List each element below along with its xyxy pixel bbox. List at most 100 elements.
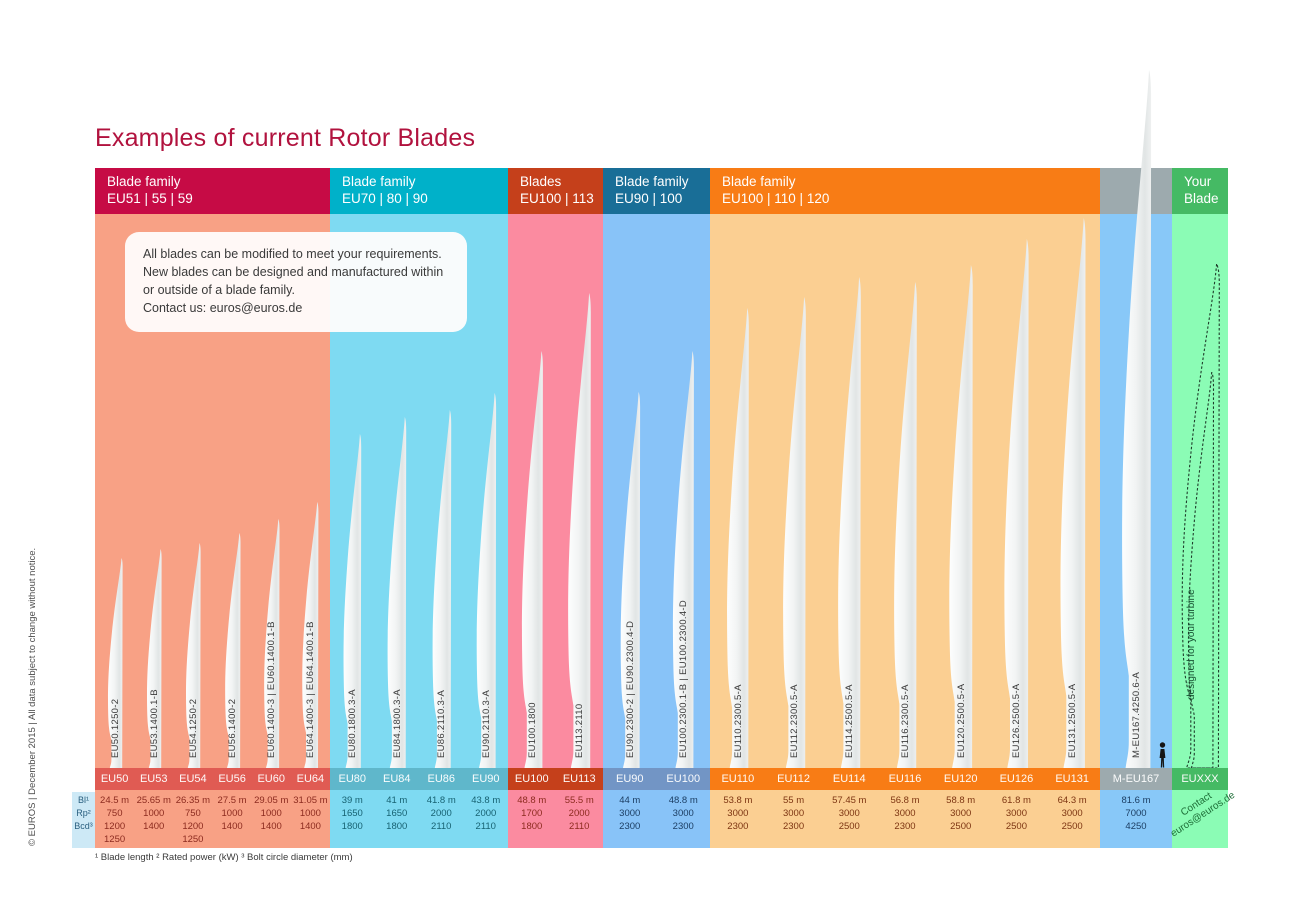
rotor-blade-shape — [727, 308, 749, 768]
section-header: Blades EU100 | 113 — [508, 168, 603, 214]
blade-name-cell: EU84 — [382, 773, 411, 785]
blade-spec-cell: 41.8 m 2000 2110 — [426, 795, 456, 832]
rotor-blade — [618, 392, 642, 773]
blade-model-label: EU90.2110.3-A — [481, 689, 492, 758]
blade-name-cell: EU64 — [296, 773, 325, 785]
rotor-blade — [145, 549, 163, 773]
blade-name-cell: EU100 — [514, 773, 549, 785]
rotor-blade — [106, 558, 124, 773]
row-label-rated-power: Rp² — [76, 808, 91, 818]
blade-name-cell: EU100 — [666, 773, 701, 785]
rotor-blade-shape — [476, 393, 497, 768]
section-header-line1: Blade family — [342, 174, 416, 189]
contact-email-text: Contact us: euros@euros.de — [143, 301, 303, 315]
blade-name-cell: EU90 — [471, 773, 500, 785]
blade-spec-cell: 25.65 m 1000 1400 — [136, 795, 171, 832]
rotor-blade — [724, 308, 751, 773]
blade-spec-cell: 53.8 m 3000 2300 — [723, 795, 753, 832]
rotor-blade — [519, 351, 545, 773]
blade-name-cell: EU113 — [562, 773, 596, 785]
section-header-line2: Blade — [1184, 190, 1219, 206]
rotor-blade-shape — [343, 434, 362, 768]
blade-spec-cell: 64.3 m 3000 2500 — [1057, 795, 1087, 832]
rotor-blade — [670, 351, 696, 773]
blade-model-label: EU80.1800.3-A — [347, 689, 358, 758]
rotor-blade-shape — [185, 543, 201, 768]
rotor-blade-shape — [225, 533, 241, 768]
row-label-bolt-circle: Bcd³ — [74, 821, 93, 831]
blade-name-cell: EU56 — [218, 773, 246, 785]
person-scale-icon — [1159, 742, 1166, 768]
section-header-line1: Blades — [520, 174, 562, 189]
rotor-blade-shape — [568, 293, 591, 768]
copyright-note: © EUROS | December 2015 | All data subje… — [27, 547, 38, 846]
blade-model-label: EU54.1250-2 — [188, 698, 199, 758]
name-band — [95, 768, 330, 790]
section-header: Blade family EU51 | 55 | 59 — [95, 168, 330, 214]
blade-spec-cell: 55.5 m 2000 2110 — [564, 795, 594, 832]
blade-model-label: EU90.2300-2 | EU90.2300.4-D — [625, 620, 636, 758]
blade-name-cell: EU126 — [999, 773, 1034, 785]
blade-name-cell: EU54 — [179, 773, 207, 785]
blade-model-label: EU84.1800.3-A — [392, 689, 403, 758]
rotor-blade-shape — [264, 519, 280, 768]
blade-model-label: EU60.1400-3 | EU60.1400.1-B — [266, 621, 277, 758]
section-header-line2: EU100 | 113 — [520, 190, 594, 206]
rotor-blade-shape — [1060, 218, 1086, 768]
rotor-blade — [385, 417, 408, 773]
row-label-blade-length: Bl¹ — [78, 795, 89, 805]
blade-model-label: EU56.1400-2 — [227, 698, 238, 758]
blade-spec-cell: 44 m 3000 2300 — [619, 795, 641, 832]
blade-model-label: EU110.2300.5-A — [733, 684, 744, 758]
blade-model-label: EU64.1400-3 | EU64.1400.1-B — [305, 621, 316, 758]
rotor-blade-shape — [949, 265, 973, 768]
blade-spec-cell: 24.5 m 750 1200 1250 — [100, 795, 130, 845]
blade-spec-cell: 41 m 1650 1800 — [386, 795, 408, 832]
blade-name-cell: EU110 — [721, 773, 755, 785]
blade-spec-cell: 56.8 m 3000 2300 — [890, 795, 920, 832]
blade-name-cell: M-EU167 — [1112, 773, 1160, 785]
rotor-blade — [262, 519, 281, 773]
section-header-line1: Blade family — [107, 174, 181, 189]
rotor-blade-shape — [107, 558, 123, 768]
blade-model-label: EU100.2300.1-B | EU100.2300.4-D — [678, 599, 689, 758]
spec-row-labels: Bl¹ Rp² Bcd³ — [72, 792, 95, 848]
rotor-blade — [1001, 239, 1031, 773]
section-header: Blade family EU70 | 80 | 90 — [330, 168, 508, 214]
your-blade-note: designed for your turbine — [1186, 589, 1197, 700]
blade-spec-cell: 39 m 1650 1800 — [341, 795, 363, 832]
blade-name-cell: EU114 — [832, 773, 866, 785]
rotor-blade — [565, 293, 593, 773]
blade-model-label: EU100.1800 — [527, 702, 538, 758]
name-band — [508, 768, 603, 790]
blade-model-label: EU126.2500.5-A — [1011, 683, 1022, 758]
blade-spec-cell: 29.05 m 1000 1400 — [254, 795, 289, 832]
your-blade-outline-small — [1185, 371, 1216, 773]
blade-spec-cell: 81.6 m 7000 4250 — [1121, 795, 1151, 832]
blade-model-label: EU113.2110 — [574, 703, 585, 758]
blade-spec-cell: 58.8 m 3000 2500 — [946, 795, 976, 832]
rotor-blade-shape — [146, 549, 162, 768]
name-band — [603, 768, 710, 790]
rotor-blade-shape — [302, 502, 319, 768]
blade-name-cell: EU116 — [888, 773, 922, 785]
blade-spec-cell: 27.5 m 1000 1400 — [217, 795, 247, 832]
section-header-line1: Blade family — [615, 174, 689, 189]
info-box-line: All blades can be modified to meet your … — [143, 247, 442, 261]
blade-name-cell: EUXXX — [1181, 773, 1219, 785]
rotor-blade — [223, 533, 242, 773]
blade-spec-cell: 31.05 m 1000 1400 — [293, 795, 328, 832]
info-box-line: or outside of a blade family. — [143, 283, 295, 297]
blade-name-cell: EU112 — [777, 773, 810, 785]
rotor-blade-shape — [783, 297, 806, 768]
section-header-line2: EU90 | 100 — [615, 190, 683, 206]
rotor-blade — [430, 410, 453, 773]
section-header-line1: Your — [1184, 174, 1212, 189]
section-header-line2: EU51 | 55 | 59 — [107, 190, 193, 206]
rotor-blade-shape — [620, 392, 641, 768]
info-box: All blades can be modified to meet your … — [125, 232, 467, 332]
rotor-blade-shape — [672, 351, 694, 768]
info-box-line: New blades can be designed and manufactu… — [143, 265, 444, 279]
name-band — [1172, 768, 1228, 790]
